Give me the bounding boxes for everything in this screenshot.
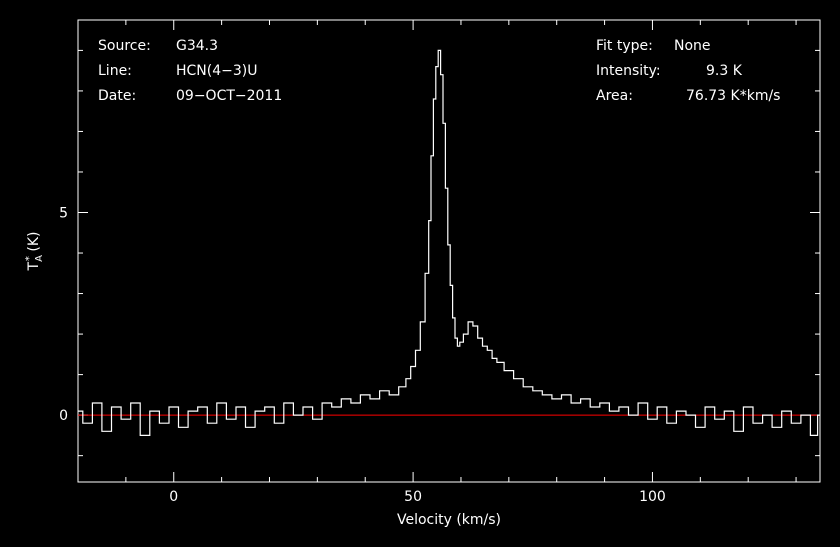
y-label-sub: A — [34, 255, 45, 262]
intensity-value: 9.3 K — [706, 63, 743, 79]
area-label: Area: — [596, 88, 633, 104]
fit-type-label: Fit type: — [596, 38, 653, 54]
y-tick-label: 5 — [59, 206, 68, 222]
y-label-unit: (K) — [26, 232, 42, 257]
area-value: 76.73 K*km/s — [686, 88, 780, 104]
date-value: 09−OCT−2011 — [176, 88, 282, 104]
plot-frame — [77, 19, 821, 483]
y-axis-label: TA* (K) — [24, 232, 45, 272]
x-tick-label: 100 — [639, 489, 666, 505]
y-tick-label: 0 — [59, 408, 68, 424]
line-value: HCN(4−3)U — [176, 63, 258, 79]
x-tick-label: 50 — [404, 489, 422, 505]
info-right: Fit type: None Intensity: 9.3 K Area: 76… — [596, 38, 780, 104]
y-label-base: T — [26, 261, 42, 271]
x-axis-label: Velocity (km/s) — [397, 512, 501, 528]
spectrum-line — [78, 49, 820, 436]
source-label: Source: — [98, 38, 151, 54]
tick-labels: 0 50 100 0 5 — [59, 206, 666, 506]
info-left: Source: G34.3 Line: HCN(4−3)U Date: 09−O… — [98, 38, 282, 104]
intensity-label: Intensity: — [596, 63, 661, 79]
source-value: G34.3 — [176, 38, 218, 54]
x-tick-label: 0 — [169, 489, 178, 505]
y-label-sup: * — [24, 256, 35, 261]
date-label: Date: — [98, 88, 136, 104]
line-label: Line: — [98, 63, 132, 79]
axis-ticks — [77, 20, 820, 482]
fit-type-value: None — [674, 38, 711, 54]
